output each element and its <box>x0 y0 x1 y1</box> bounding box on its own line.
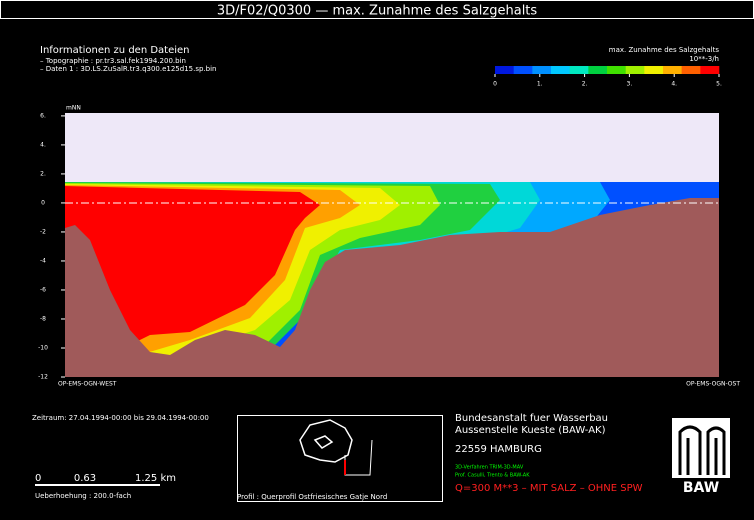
y-tick-label: -2 <box>40 228 46 235</box>
y-tick-label: -4 <box>40 257 46 264</box>
colorbar-swatch <box>607 66 626 74</box>
info-line: – Topographie : pr.tr3.sal.fek1994.200.b… <box>40 57 186 65</box>
y-tick-label: -10 <box>38 344 48 351</box>
colorbar-tick-label: 4. <box>671 81 677 88</box>
info-line: – Daten 1 : 3D.LS.ZuSalR.tr3.q300.e125d1… <box>40 65 216 73</box>
institute: Bundesanstalt fuer Wasserbau <box>455 413 608 424</box>
colorbar-swatch <box>588 66 608 74</box>
colorbar: 0 1. 2. 3. 4. 5. <box>493 66 722 88</box>
colorbar-swatch <box>700 66 720 74</box>
exaggeration: Ueberhoehung : 200.0-fach <box>35 492 131 500</box>
institute: 22559 HAMBURG <box>455 444 542 455</box>
institute: Aussenstelle Kueste (BAW-AK) <box>455 425 606 436</box>
colorbar-swatch <box>551 66 570 74</box>
colorbar-swatch <box>532 66 552 74</box>
title: 3D/F02/Q0300 — max. Zunahme des Salzgeha… <box>217 4 538 19</box>
info-title: Informationen zu den Dateien <box>40 45 190 56</box>
colorbar-swatch <box>681 66 701 74</box>
colorbar-unit: 10**-3/h <box>689 55 719 63</box>
colorbar-tick-label: 0 <box>493 81 497 88</box>
logo-arches <box>678 425 726 475</box>
method: Prof. Casulli, Trento & BAW-AK <box>455 473 530 479</box>
map-outline <box>299 419 353 463</box>
air <box>65 113 719 183</box>
scenario: Q=300 M**3 – MIT SALZ – OHNE SPW <box>455 483 643 494</box>
colorbar-swatch <box>663 66 682 74</box>
colorbar-tick-label: 2. <box>582 81 588 88</box>
x-end-label: OP-EMS-OGN-OST <box>686 381 740 388</box>
method: 3D-Verfahren TRIM-3D-MAV <box>455 465 524 471</box>
colorbar-swatch <box>513 66 533 74</box>
scale-label: 1.25 km <box>135 473 176 484</box>
y-tick-label: -6 <box>40 286 46 293</box>
y-tick-label: -12 <box>38 374 48 381</box>
period: Zeitraum: 27.04.1994-00:00 bis 29.04.199… <box>32 414 209 422</box>
colorbar-swatch <box>625 66 645 74</box>
colorbar-tick-label: 3. <box>627 81 633 88</box>
y-tick-label: 0 <box>41 199 45 206</box>
scale-label: 0 <box>35 473 41 484</box>
y-tick-label: 6. <box>40 112 46 119</box>
x-start-label: OP-EMS-OGN-WEST <box>58 381 117 388</box>
scale-label: 0.63 <box>74 473 96 484</box>
colorbar-swatch <box>569 66 589 74</box>
profile: Profil : Querprofil Ostfriesisches Gatje… <box>237 493 387 501</box>
colorbar-swatch <box>644 66 664 74</box>
y-tick-label: 4. <box>40 141 46 148</box>
logo-text: BAW <box>683 480 719 496</box>
y-axis: 6. 4. 2. 0 -2 -4 -6 -8 -10 -12 <box>38 112 65 381</box>
colorbar-swatch <box>495 66 514 74</box>
logo: BAW <box>672 418 730 496</box>
y-tick-label: -8 <box>40 315 46 322</box>
y-axis-label: mNN <box>66 105 81 112</box>
y-tick-label: 2. <box>40 170 46 177</box>
colorbar-title: max. Zunahme des Salzgehalts <box>609 46 720 54</box>
map-frame <box>237 415 443 502</box>
colorbar-tick-label: 5. <box>716 81 722 88</box>
colorbar-tick-label: 1. <box>537 81 543 88</box>
bed <box>65 198 719 377</box>
